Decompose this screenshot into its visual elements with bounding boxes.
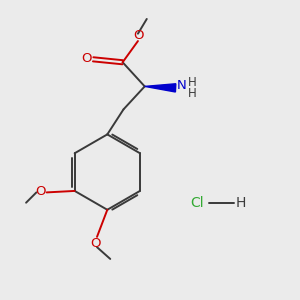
Text: O: O bbox=[81, 52, 92, 65]
Text: H: H bbox=[188, 87, 196, 100]
Text: O: O bbox=[90, 237, 101, 250]
Text: O: O bbox=[134, 29, 144, 42]
Text: H: H bbox=[188, 76, 197, 89]
Polygon shape bbox=[145, 84, 176, 92]
Text: O: O bbox=[36, 185, 46, 198]
Text: H: H bbox=[236, 196, 247, 210]
Text: Cl: Cl bbox=[190, 196, 204, 210]
Text: N: N bbox=[177, 79, 187, 92]
